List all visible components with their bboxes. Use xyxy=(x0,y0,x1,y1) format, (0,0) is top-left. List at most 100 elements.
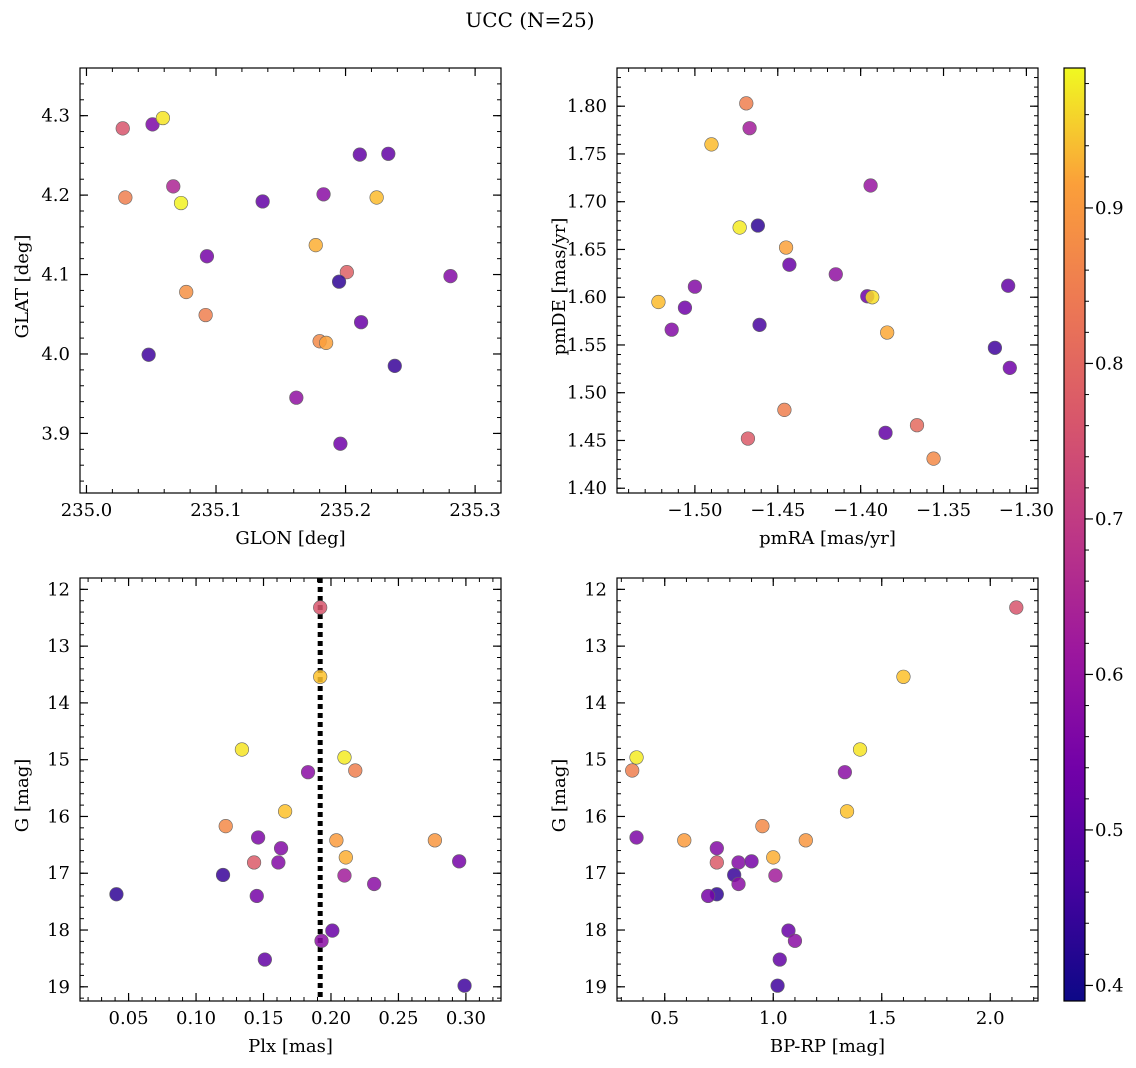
data-point xyxy=(787,933,803,948)
data-point xyxy=(863,178,878,193)
axes-frame xyxy=(616,67,1039,494)
data-point xyxy=(319,335,334,350)
data-point xyxy=(778,240,794,255)
data-point xyxy=(367,876,382,892)
y-tick-label: 15 xyxy=(47,750,70,771)
data-point xyxy=(337,750,352,765)
data-point xyxy=(325,923,340,938)
y-tick-label: 17 xyxy=(47,863,70,884)
x-tick-label: −1.45 xyxy=(750,500,805,521)
colorbar-tick-label: 0.8 xyxy=(1095,353,1124,374)
y-tick-label: 13 xyxy=(47,636,70,657)
data-point xyxy=(782,257,797,272)
data-point xyxy=(878,425,893,440)
x-tick-label: 235.3 xyxy=(449,500,501,521)
y-tick-label: 1.60 xyxy=(567,287,607,308)
x-tick-label: −1.50 xyxy=(667,500,722,521)
data-point xyxy=(300,765,316,780)
data-point xyxy=(909,418,925,433)
data-point xyxy=(837,765,852,780)
data-point xyxy=(744,854,759,869)
x-tick-label: 235.2 xyxy=(320,500,372,521)
data-point xyxy=(880,325,895,340)
data-point xyxy=(339,265,354,280)
data-point xyxy=(629,830,644,845)
colorbar-tick-label: 0.6 xyxy=(1095,664,1124,685)
x-tick-label: 0.15 xyxy=(243,1008,283,1029)
x-tick-label: 0.25 xyxy=(378,1008,418,1029)
y-tick-label: 13 xyxy=(584,636,607,657)
data-point xyxy=(732,220,747,235)
y-tick-label: 4.3 xyxy=(41,106,70,127)
data-point xyxy=(926,451,941,466)
data-point xyxy=(443,269,458,284)
data-point xyxy=(118,190,133,205)
data-point xyxy=(677,833,692,848)
y-tick-label: 1.55 xyxy=(567,335,607,356)
x-tick-label: 0.5 xyxy=(650,1008,679,1029)
data-point xyxy=(1001,278,1016,293)
data-point xyxy=(865,290,880,305)
x-tick-label: 1.0 xyxy=(759,1008,788,1029)
y-axis-label: G [mag] xyxy=(12,759,33,832)
x-axis-label: Plx [mas] xyxy=(248,1036,333,1057)
data-point xyxy=(273,841,289,856)
data-point xyxy=(381,146,396,161)
y-tick-label: 1.65 xyxy=(567,239,607,260)
data-point xyxy=(313,600,328,615)
data-point xyxy=(145,117,160,132)
data-point xyxy=(387,358,402,373)
data-point xyxy=(651,294,666,310)
x-tick-label: 235.0 xyxy=(61,500,113,521)
data-point xyxy=(218,819,233,834)
data-point xyxy=(709,841,724,856)
data-point xyxy=(740,431,756,446)
panel-4: 0.5 1.0 1.5 2.0 12 13 14 15 16 17 18 19 BP-RP [mag] G… xyxy=(549,577,1039,1057)
data-point xyxy=(289,390,304,405)
y-tick-label: 1.45 xyxy=(567,430,607,451)
data-point xyxy=(166,179,181,194)
data-point xyxy=(1002,360,1017,375)
colorbar-tick-label: 0.9 xyxy=(1095,198,1124,219)
x-axis-label: BP-RP [mag] xyxy=(770,1036,885,1057)
data-point xyxy=(852,742,868,757)
y-tick-label: 15 xyxy=(584,750,607,771)
data-point xyxy=(766,850,781,865)
data-point xyxy=(839,804,855,819)
data-point xyxy=(329,833,344,848)
data-point xyxy=(896,669,911,684)
y-tick-label: 18 xyxy=(47,920,70,941)
data-point xyxy=(742,121,757,136)
y-tick-label: 19 xyxy=(584,977,607,998)
data-point xyxy=(198,307,213,323)
data-point xyxy=(709,855,724,870)
y-tick-label: 16 xyxy=(47,806,70,827)
data-point xyxy=(629,750,644,765)
data-point xyxy=(333,436,348,451)
data-point xyxy=(251,830,266,845)
y-tick-label: 18 xyxy=(584,920,607,941)
y-tick-label: 16 xyxy=(584,806,607,827)
data-point xyxy=(337,868,352,883)
figure-title: UCC (N=25) xyxy=(465,8,594,32)
data-point xyxy=(755,819,770,834)
y-tick-label: 1.40 xyxy=(567,478,607,499)
data-point xyxy=(173,195,189,211)
colorbar-tick-label: 0.4 xyxy=(1095,975,1124,996)
data-point xyxy=(664,322,679,337)
x-tick-label: −1.35 xyxy=(916,500,971,521)
colorbar-tick-label: 0.7 xyxy=(1095,509,1124,530)
x-tick-label: 0.20 xyxy=(311,1008,351,1029)
data-point xyxy=(750,218,765,233)
data-point xyxy=(271,855,286,870)
y-tick-label: 12 xyxy=(584,579,607,600)
colorbar: 0.4 0.5 0.6 0.7 0.8 0.9 xyxy=(1063,67,1124,1002)
y-tick-label: 14 xyxy=(47,693,70,714)
y-axis-label: pmDE [mas/yr] xyxy=(549,218,570,356)
data-point xyxy=(798,833,813,848)
data-point xyxy=(739,96,754,111)
x-axis-label: GLON [deg] xyxy=(235,528,345,549)
x-tick-label: 235.1 xyxy=(190,500,242,521)
data-point xyxy=(353,315,369,330)
